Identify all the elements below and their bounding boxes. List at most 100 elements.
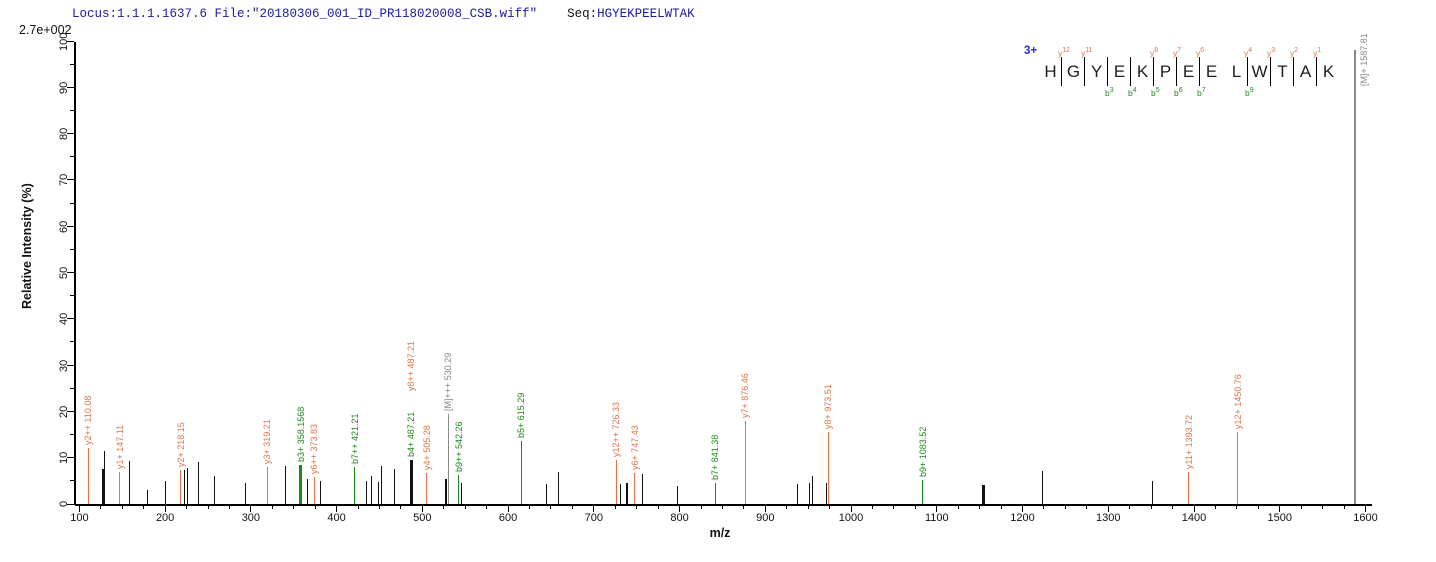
residue: G	[1066, 62, 1081, 81]
residue: T	[1277, 62, 1288, 81]
x-tick-label: 1500	[1267, 512, 1292, 524]
y-tick-minor	[70, 295, 74, 297]
peak	[381, 465, 383, 504]
peak	[1237, 432, 1239, 504]
y-tick-major	[67, 503, 74, 505]
y-tick-label: 90	[58, 81, 70, 94]
y-tick-label: 80	[58, 127, 70, 141]
x-tick-minor	[1064, 505, 1066, 509]
y-tick-label: 50	[58, 266, 70, 279]
y-tick-major	[67, 133, 74, 135]
peak-label: b9++ 542.26	[453, 421, 464, 472]
x-tick-minor	[914, 505, 916, 509]
x-tick-minor	[293, 505, 295, 509]
x-tick-label: 1200	[1010, 512, 1035, 524]
y-tick-minor	[70, 202, 74, 204]
peak	[619, 484, 621, 504]
peak-label: y1+ 147.11	[114, 424, 125, 469]
b-ion-label: b6	[1174, 87, 1183, 98]
peak	[714, 483, 716, 504]
x-tick-minor	[357, 505, 359, 509]
peak-label: b9+ 1083.52	[917, 426, 928, 477]
x-tick-minor	[1150, 505, 1152, 509]
x-tick-minor	[807, 505, 809, 509]
peak-label: y2++ 110.08	[83, 396, 94, 446]
x-tick-label: 800	[670, 512, 689, 524]
peak	[796, 484, 798, 504]
y-ion-label: y12	[1058, 47, 1071, 58]
peak	[677, 485, 679, 504]
x-tick-minor	[1086, 505, 1088, 509]
x-axis-title: m/z	[709, 526, 731, 540]
x-tick-minor	[786, 505, 788, 509]
peak	[825, 482, 827, 504]
residue: E	[1113, 62, 1126, 81]
fragment-divider-line	[1247, 57, 1248, 86]
residue: Y	[1090, 62, 1103, 81]
header-seq-value: HGYEKPEELWTAK	[597, 7, 695, 21]
x-tick-minor	[657, 505, 659, 509]
b-ion-label: b3	[1105, 87, 1114, 98]
x-tick-minor	[314, 505, 316, 509]
peak	[183, 469, 185, 504]
peak	[409, 460, 413, 504]
peak-label: b7++ 421.21	[349, 413, 360, 464]
peak-label: y11+ 1393.72	[1183, 414, 1194, 469]
peak	[366, 480, 368, 504]
x-tick-minor	[207, 505, 209, 509]
x-tick-major	[336, 505, 338, 512]
peak-label: b3+ 358.1568	[295, 406, 306, 463]
peak	[1354, 50, 1357, 504]
x-tick-minor	[443, 505, 445, 509]
x-tick-minor	[186, 505, 188, 509]
peak	[445, 478, 448, 504]
fragment-divider: y3	[1267, 47, 1275, 86]
x-tick-major	[1365, 505, 1366, 512]
y-tick-major	[67, 318, 74, 320]
y-tick-label: 20	[58, 405, 70, 418]
y-ion-label: y7	[1173, 47, 1182, 58]
peak	[426, 472, 428, 504]
y-tick-minor	[70, 109, 74, 111]
x-tick-major	[78, 505, 80, 512]
residue: K	[1136, 62, 1149, 81]
y-tick-major	[67, 272, 74, 273]
fragment-divider: y6 b7	[1196, 47, 1206, 98]
fragment-divider-line	[1107, 57, 1108, 86]
peak	[811, 475, 813, 504]
y-tick-major	[67, 225, 74, 227]
x-tick-major	[936, 505, 938, 512]
b-ion-label: b4	[1128, 87, 1137, 98]
peak	[808, 482, 810, 504]
peak	[1041, 470, 1043, 504]
y-axis-line	[74, 42, 76, 505]
x-tick-label: 1300	[1096, 512, 1121, 524]
y-tick-label: 60	[58, 220, 70, 233]
residue: E	[1182, 62, 1195, 81]
x-tick-minor	[100, 505, 102, 509]
x-tick-minor	[121, 505, 123, 509]
fragment-divider-line	[1176, 57, 1177, 86]
x-tick-minor	[721, 505, 723, 509]
x-tick-minor	[871, 505, 873, 509]
peak-label: y8+ 973.51	[823, 384, 834, 430]
peak	[101, 469, 104, 504]
x-tick-minor	[957, 505, 959, 509]
y-tick-minor	[70, 156, 74, 158]
fragment-divider-line	[1084, 57, 1085, 86]
x-tick-label: 1600	[1353, 512, 1378, 524]
y-tick-minor	[70, 480, 74, 482]
peak	[744, 420, 746, 504]
x-tick-minor	[400, 505, 402, 509]
fragment-divider-line	[1061, 57, 1062, 86]
x-tick-minor	[829, 505, 831, 509]
y-ion-label: y1	[1313, 47, 1322, 58]
precursor-charge-label: 3+	[1024, 45, 1038, 57]
b-ion-label: b7	[1197, 87, 1206, 98]
peak-label: y12+ 1450.76	[1232, 374, 1243, 430]
peak-label: b7+ 841.38	[710, 434, 721, 481]
fragment-divider: y1	[1313, 47, 1321, 86]
peak	[447, 414, 449, 504]
x-tick-minor	[1000, 505, 1002, 509]
